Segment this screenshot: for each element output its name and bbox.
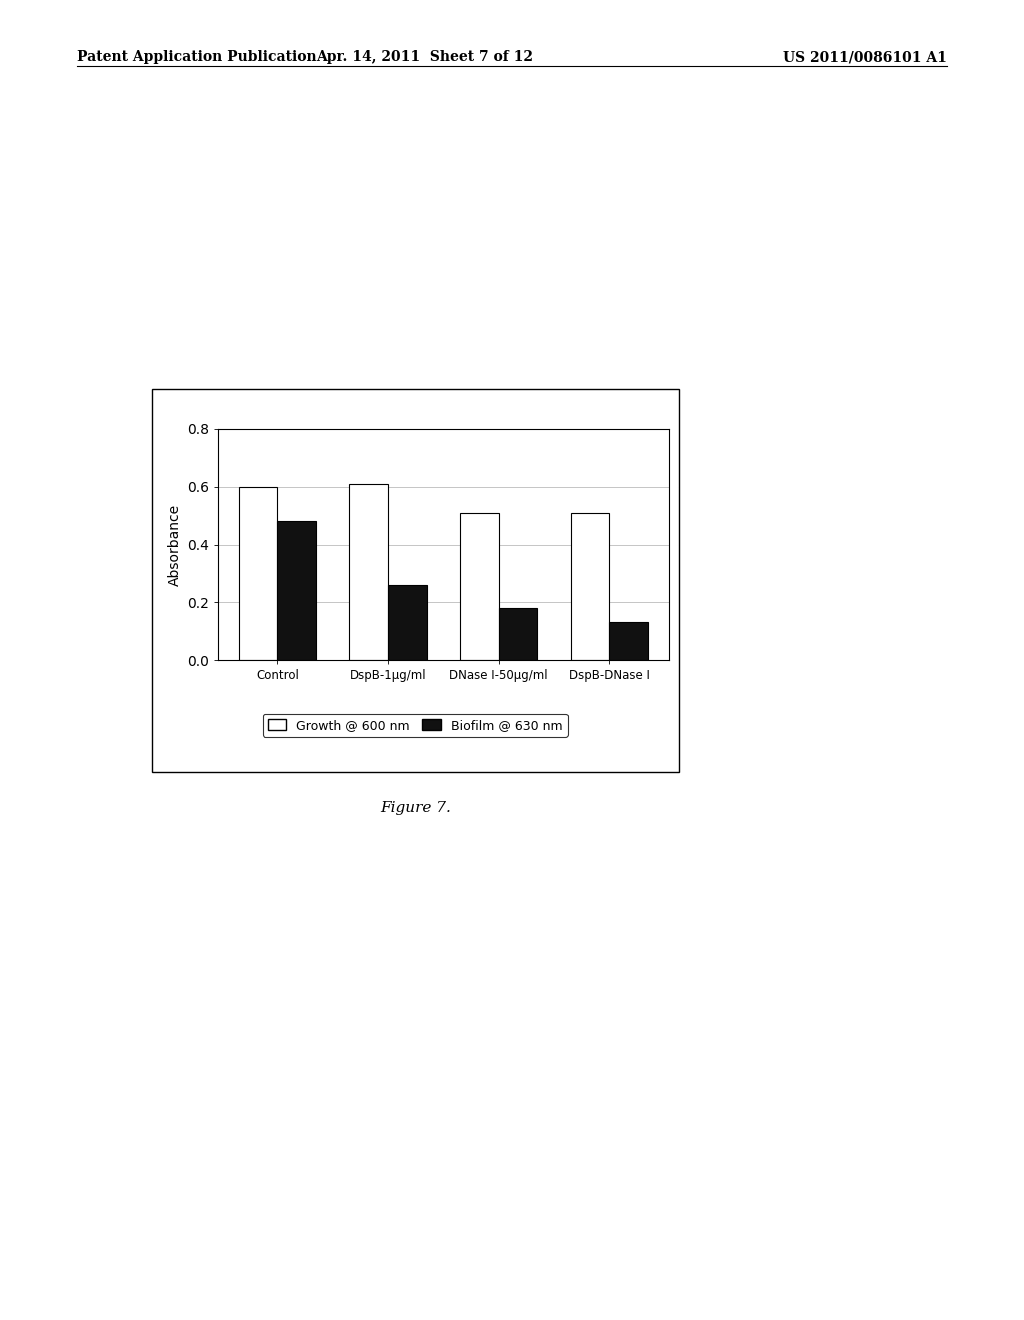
Text: Apr. 14, 2011  Sheet 7 of 12: Apr. 14, 2011 Sheet 7 of 12 <box>316 50 534 65</box>
Bar <box>278 521 316 660</box>
Bar <box>609 623 648 660</box>
Bar <box>239 487 278 660</box>
Bar <box>388 585 427 660</box>
Bar <box>349 484 388 660</box>
Bar <box>460 512 499 660</box>
Text: Patent Application Publication: Patent Application Publication <box>77 50 316 65</box>
Text: US 2011/0086101 A1: US 2011/0086101 A1 <box>783 50 947 65</box>
Bar <box>499 609 538 660</box>
Text: Figure 7.: Figure 7. <box>380 801 451 816</box>
Y-axis label: Absorbance: Absorbance <box>168 503 181 586</box>
Legend: Growth @ 600 nm, Biofilm @ 630 nm: Growth @ 600 nm, Biofilm @ 630 nm <box>262 714 568 737</box>
Bar <box>570 512 609 660</box>
